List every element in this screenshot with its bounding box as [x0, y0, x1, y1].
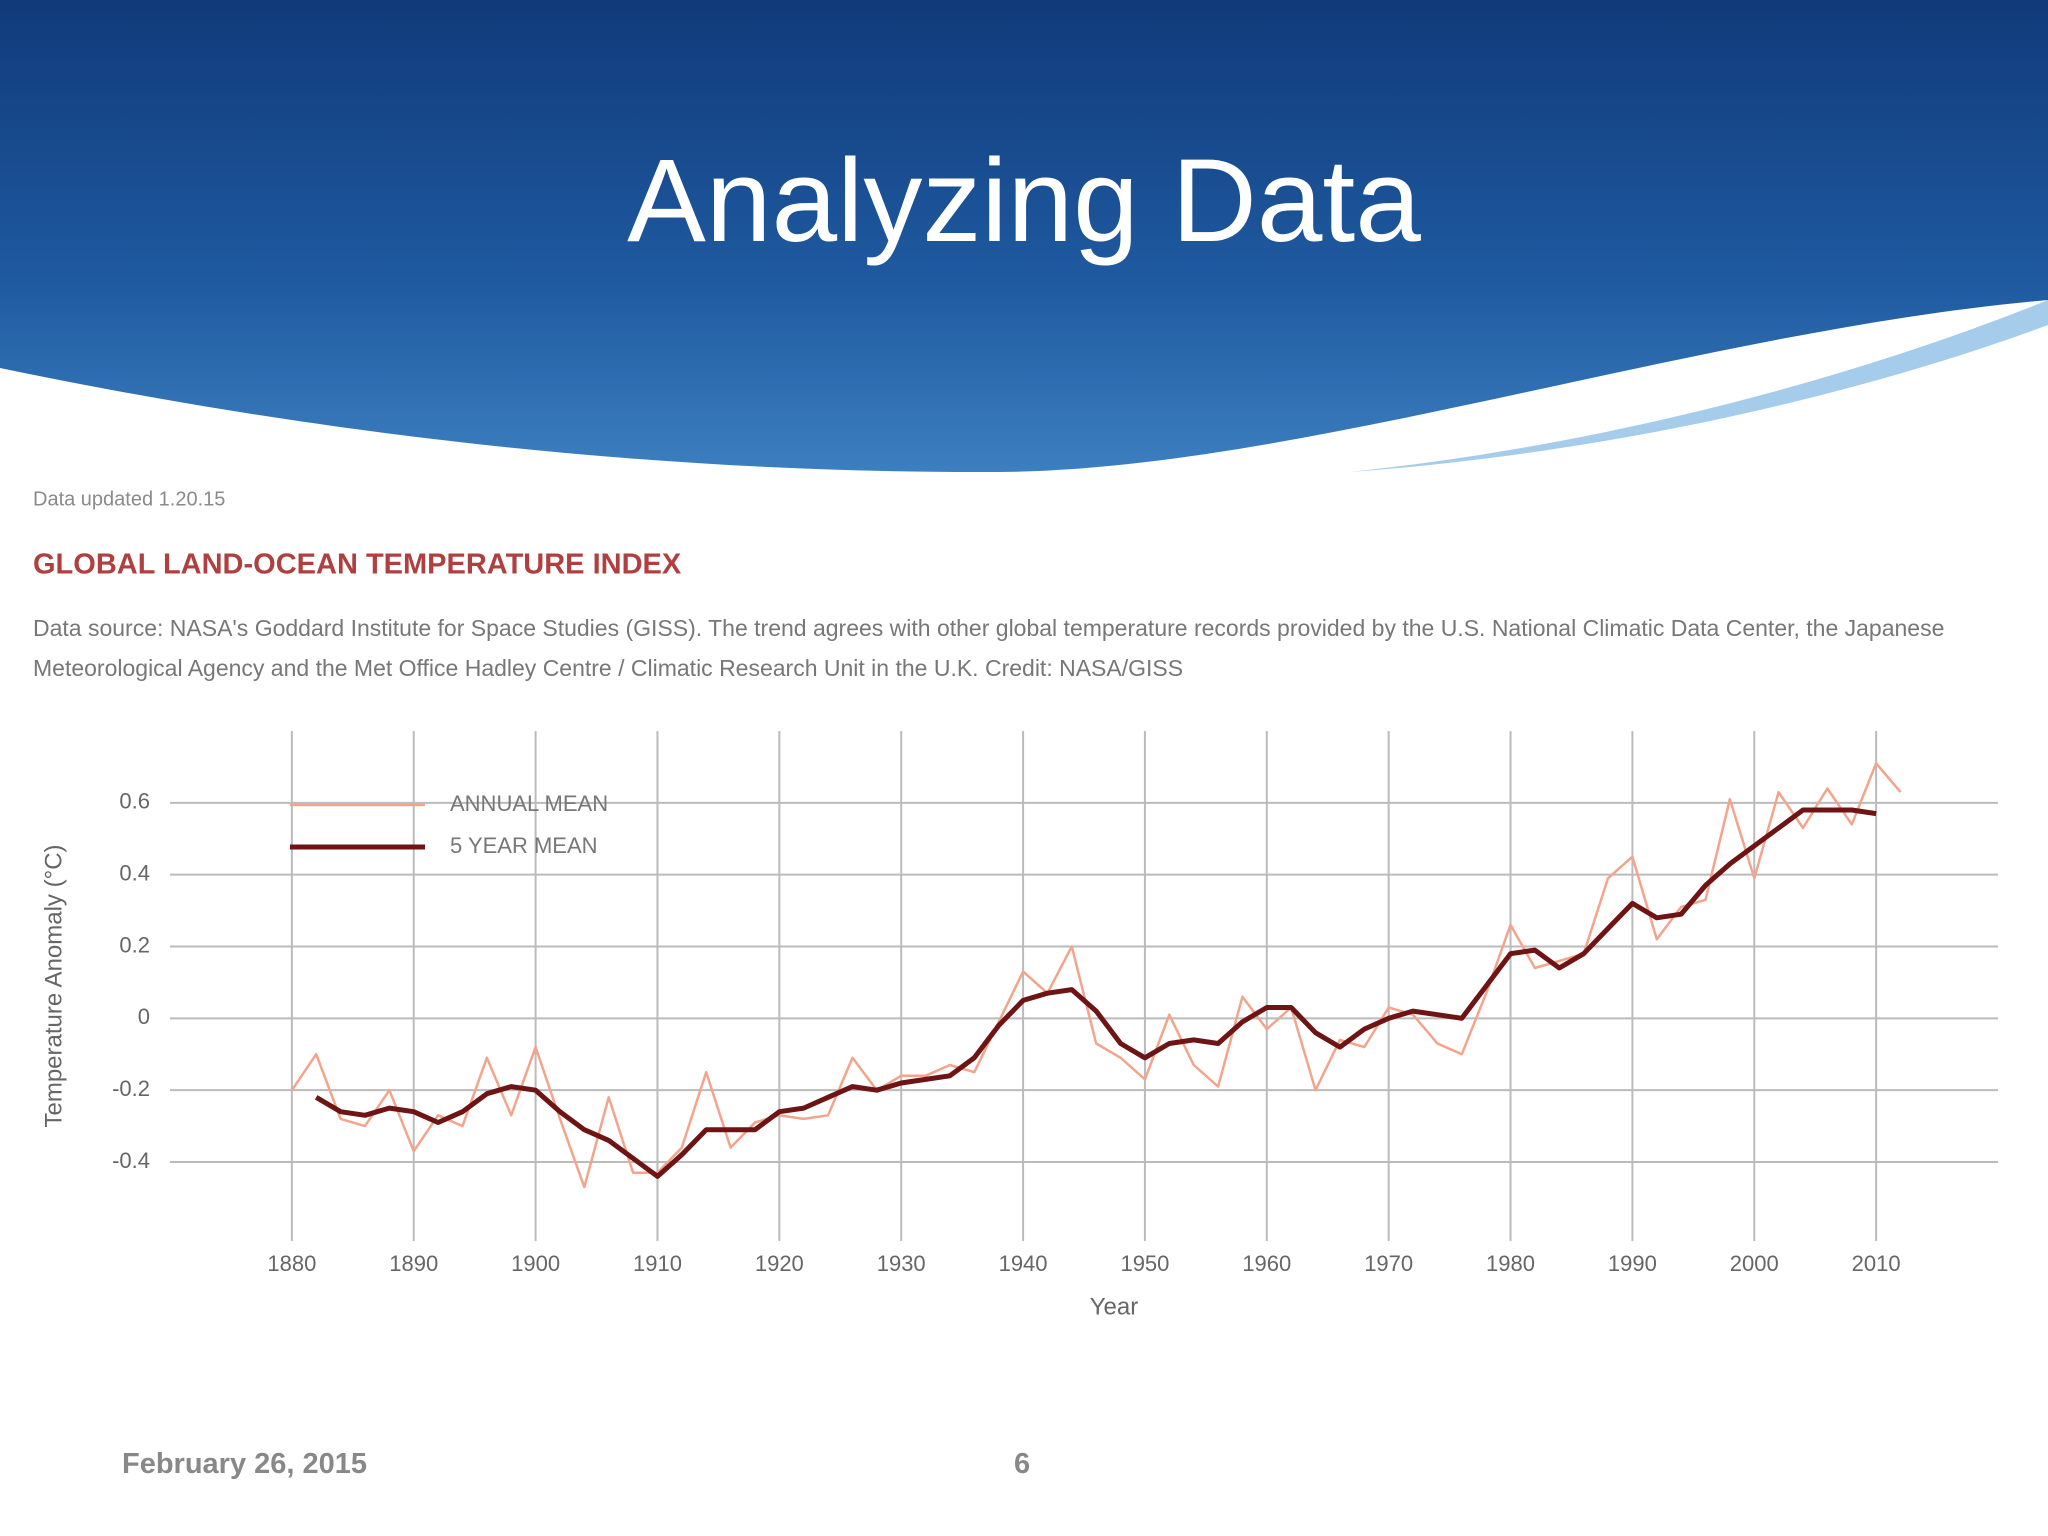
x-tick-label: 1970	[1364, 1251, 1413, 1276]
x-tick-label: 2000	[1730, 1251, 1779, 1276]
y-tick-label: 0.2	[119, 932, 150, 957]
legend-label: ANNUAL MEAN	[450, 791, 608, 816]
series-line	[290, 762, 1902, 1189]
header-band: Analyzing Data	[0, 0, 2048, 473]
x-tick-label: 1980	[1486, 1251, 1535, 1276]
x-tick-label: 1900	[511, 1251, 560, 1276]
x-axis-label: Year	[1090, 1293, 1139, 1320]
x-tick-label: 1990	[1608, 1251, 1657, 1276]
y-tick-label: -0.4	[112, 1148, 150, 1173]
y-tick-label: -0.2	[112, 1076, 150, 1101]
x-tick-label: 1890	[389, 1251, 438, 1276]
y-axis-label: Temperature Anomaly (°C)	[40, 844, 67, 1127]
x-tick-label: 2010	[1852, 1251, 1901, 1276]
page-number: 6	[1014, 1448, 1031, 1480]
series-line	[314, 807, 1877, 1179]
x-tick-label: 1940	[999, 1251, 1048, 1276]
y-tick-label: 0.4	[119, 860, 150, 885]
x-tick-label: 1930	[877, 1251, 926, 1276]
legend-label: 5 YEAR MEAN	[450, 833, 598, 858]
data-source: Data source: NASA's Goddard Institute fo…	[33, 615, 1945, 681]
x-tick-label: 1880	[267, 1251, 316, 1276]
x-tick-label: 1960	[1242, 1251, 1291, 1276]
slide-title: Analyzing Data	[627, 135, 1421, 267]
x-tick-label: 1920	[755, 1251, 804, 1276]
data-updated: Data updated 1.20.15	[33, 488, 225, 510]
y-tick-label: 0	[138, 1004, 150, 1029]
chart-title: GLOBAL LAND-OCEAN TEMPERATURE INDEX	[33, 549, 682, 581]
x-tick-label: 1950	[1120, 1251, 1169, 1276]
footer-date: February 26, 2015	[122, 1448, 368, 1480]
y-tick-label: 0.6	[119, 789, 150, 814]
x-tick-label: 1910	[633, 1251, 682, 1276]
